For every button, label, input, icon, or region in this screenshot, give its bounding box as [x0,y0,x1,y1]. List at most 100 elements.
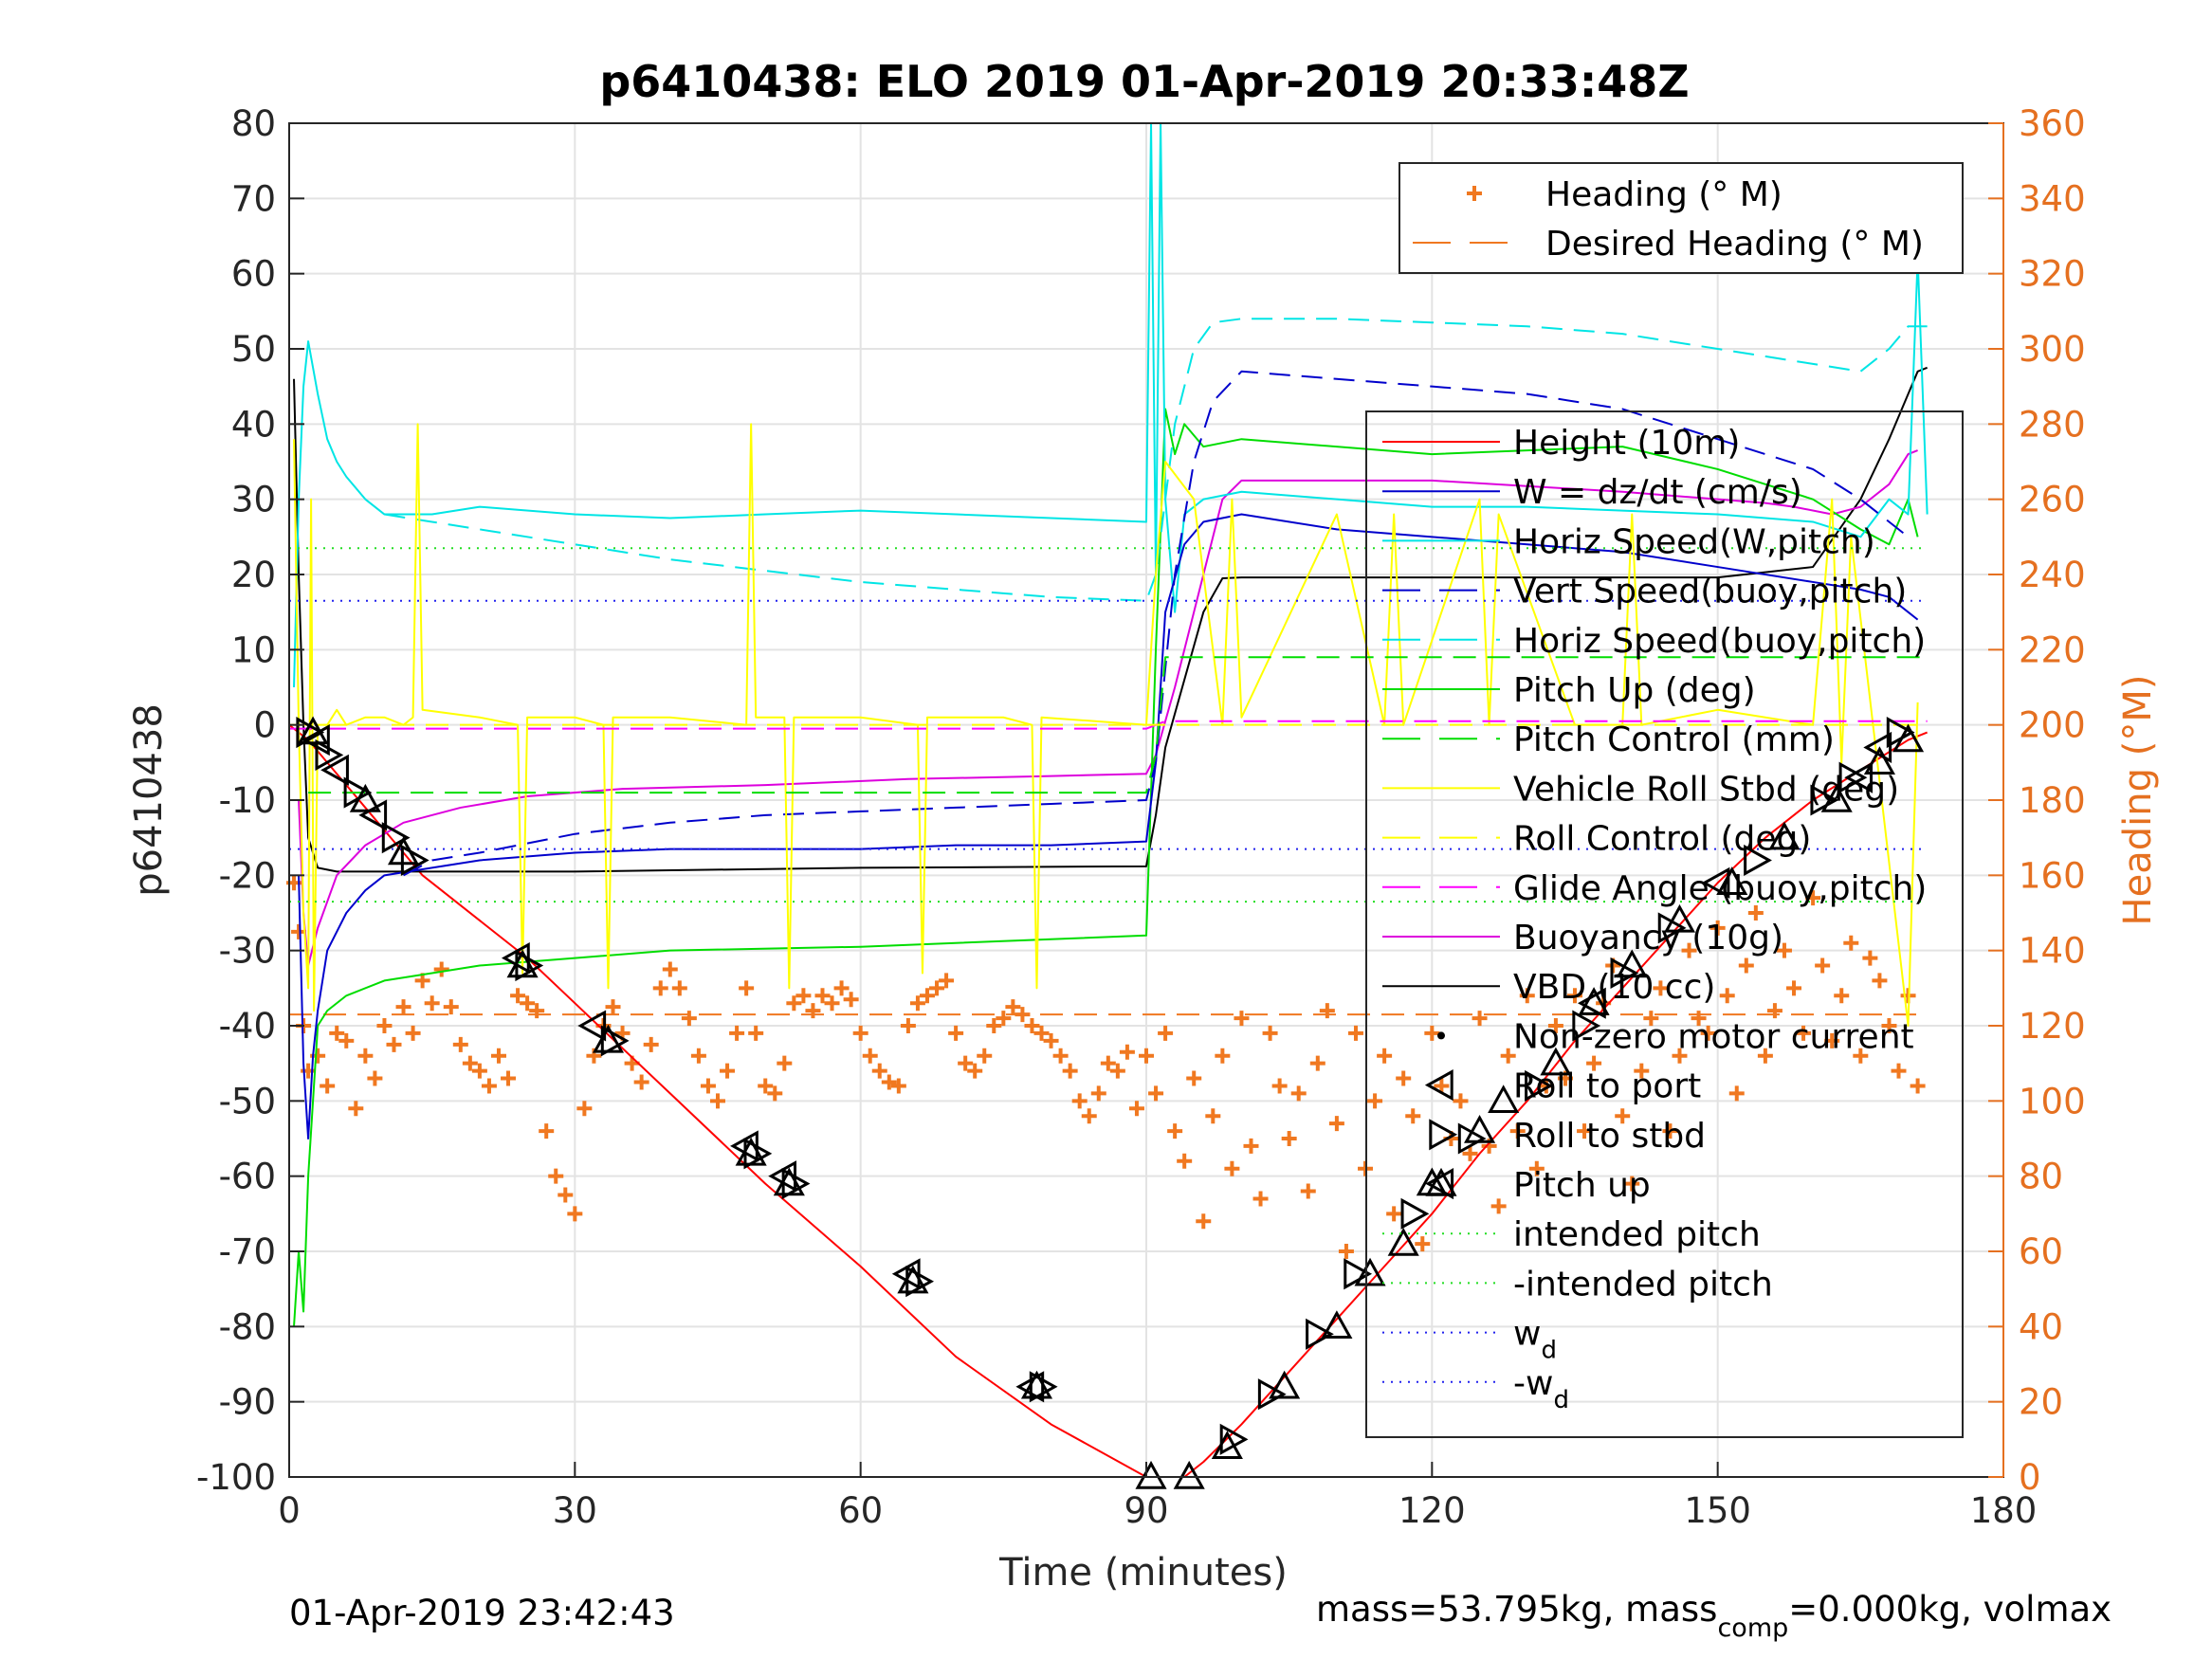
heading-point [1119,1044,1135,1060]
heading-point [471,1063,487,1079]
y-tick-label: -20 [219,855,276,896]
roll-port-marker [358,799,388,831]
heading-point [986,1018,1002,1033]
y-right-tick-label: 160 [2019,855,2086,896]
heading-point [1109,1063,1125,1079]
main-legend-label-sub: d [1553,1386,1569,1414]
y-tick-label: -60 [219,1157,276,1197]
series-line [403,370,1910,877]
heading-point [1033,1025,1050,1041]
roll-port-marker [1844,761,1874,793]
heading-point [1681,942,1697,958]
roll-stbd-marker [743,1138,773,1170]
heading-point [1796,1025,1812,1041]
pitch-up-marker [1488,1085,1520,1114]
y-right-tick-label: 280 [2019,404,2086,445]
heading-point [671,980,687,996]
heading-point [967,1063,983,1079]
heading-point [1547,1018,1563,1033]
footer-mass-sub: comp [1717,1613,1788,1643]
heading-point [1148,1085,1164,1102]
y-right-tick-label: 20 [2019,1382,2063,1423]
heading-point [1805,890,1821,906]
series-line [384,318,1928,602]
heading-point [1881,1018,1897,1033]
heading-point [1367,1093,1383,1109]
y-right-tick-label: 240 [2019,555,2086,595]
ticks: 0 30 60 90 120 150 180-100-90-80-70-60-50-40-3… [196,103,2086,1531]
heading-point [1719,988,1735,1004]
y-right-tick-label: 40 [2019,1306,2063,1347]
heading-point [1662,1123,1678,1139]
heading-point [786,995,802,1012]
roll-stbd-marker [515,949,544,982]
roll-stbd-marker [381,822,411,854]
chart-title: p6410438: ELO 2019 01-Apr-2019 20:33:48Z [599,56,1689,107]
main-legend-label-text: VBD (10 cc) [1513,968,1715,1007]
heading-point [539,1123,555,1139]
y-axis-label-right: Heading (°M) [2116,675,2160,926]
y-tick-label: -70 [219,1231,276,1272]
y-tick-label: 70 [231,178,276,219]
heading-point [1766,1003,1782,1019]
main-legend-label: Non-zero motor current [1513,1017,1914,1056]
x-tick-label: 120 [1398,1490,1466,1531]
heading-point [1728,1085,1745,1102]
heading-point [1290,1085,1307,1102]
roll-port-marker [1578,987,1606,1019]
main-legend-label: VBD (10 cc) [1513,968,1715,1007]
heading-point [1396,1070,1412,1086]
heading-point [843,992,859,1008]
heading-point [548,1168,564,1184]
roll-stbd-marker [1219,1423,1249,1455]
heading-point [376,1018,393,1033]
series-line [293,366,1929,873]
heading-point [1224,1160,1240,1176]
footer-mass-main: mass=53.795kg, mass [1316,1589,1717,1630]
pitch-up-marker [1387,1227,1419,1256]
main-legend-label-text: w [1513,1315,1541,1354]
pitch-up-marker [1354,1257,1386,1286]
heading-point [690,1048,706,1064]
heading-point [338,1032,355,1048]
main-legend-label: Pitch up [1513,1166,1651,1205]
heading-point [386,1036,402,1052]
series-line [289,720,1928,730]
legend-plus-sample [1467,186,1482,201]
heading-point [1586,1055,1602,1071]
roll-stbd-marker [1344,1258,1373,1290]
main-legend-label-text: Vert Speed(buoy,pitch) [1513,573,1907,611]
y-right-tick-label: 320 [2019,254,2086,295]
y-tick-label: 40 [231,404,276,445]
x-tick-label: 150 [1684,1490,1751,1531]
roll-stbd-marker [1257,1378,1287,1411]
y-right-tick-label: 180 [2019,780,2086,821]
heading-point [452,1036,468,1052]
series-line [308,656,1928,794]
roll-stbd-marker [1572,1010,1601,1042]
heading-point [862,1048,878,1064]
heading-point [890,1078,906,1094]
series-line [298,513,1919,1139]
roll-stbd-marker [1029,1371,1058,1403]
y-right-tick-label: 200 [2019,705,2086,746]
y-right-tick-label: 260 [2019,480,2086,520]
y-tick-label: 20 [231,555,276,595]
heading-point [652,980,668,996]
heading-point [1024,1018,1040,1033]
heading-point [1653,980,1669,996]
footer-mass: mass=53.795kg, masscomp=0.000kg, volmax [1316,1589,2111,1643]
main-legend-label: Roll to stbd [1513,1117,1706,1156]
y-right-tick-label: 340 [2019,178,2086,219]
y-right-tick-label: 220 [2019,629,2086,670]
heading-point [1167,1123,1183,1139]
heading-point [1377,1048,1393,1064]
roll-port-marker [1425,1168,1454,1200]
y-right-tick-label: 0 [2019,1457,2041,1498]
main-legend-label-text: Buoyancy (10g) [1513,919,1783,957]
heading-point [1910,1078,1926,1094]
main-legend-label-text: Horiz Speed(W,pitch) [1513,522,1875,561]
heading-point [1776,942,1792,958]
heading-point [805,1003,821,1019]
x-tick-label: 90 [1124,1490,1168,1531]
